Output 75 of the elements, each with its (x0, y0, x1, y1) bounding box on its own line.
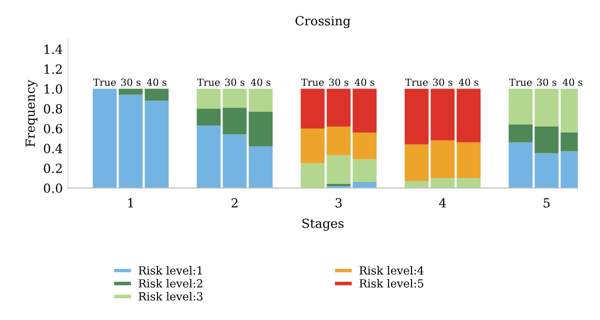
bar (196, 88, 221, 109)
y-axis-title: Frequency (26, 80, 38, 147)
bar (222, 134, 247, 188)
legend-label: Risk level:2 (138, 278, 202, 288)
x-tick-label: 30 s (433, 78, 452, 86)
text: 2 (232, 198, 238, 208)
bar (92, 88, 117, 188)
bar (352, 88, 377, 132)
chart-title: Crossing (296, 16, 350, 28)
x-tick-label: 40 s (146, 78, 166, 86)
bar (430, 140, 455, 178)
bar (222, 108, 247, 134)
legend-label: Risk level:1 (138, 266, 202, 275)
bar (534, 126, 559, 154)
bar (430, 178, 455, 188)
text: 5 (544, 198, 550, 208)
bar (456, 142, 481, 178)
bar (456, 88, 481, 142)
y-tick-label: 1.0 (44, 84, 62, 94)
y-tick-label: 0.8 (44, 104, 62, 114)
bar (118, 88, 143, 95)
bar (534, 153, 559, 188)
bar (404, 181, 429, 188)
bar (196, 108, 221, 126)
legend-label: Risk level:5 (360, 278, 424, 288)
x-tick-label: True (93, 78, 116, 86)
y-tick-label: 0.0 (44, 183, 62, 193)
text: 1 (128, 198, 133, 208)
x-tick-label: True (405, 78, 428, 86)
x-axis-title: Stages (302, 218, 344, 231)
legend-label: Risk level:3 (138, 292, 203, 301)
y-tick-label: 0.2 (44, 164, 62, 174)
bar (300, 163, 325, 188)
bar (300, 88, 325, 128)
y-tick-label: 1.2 (44, 64, 62, 74)
bar (326, 88, 351, 126)
bar (508, 142, 533, 188)
bar (404, 144, 429, 182)
bar (118, 94, 143, 188)
bar (144, 100, 169, 188)
bar (430, 88, 455, 140)
bar (404, 88, 429, 144)
bar (508, 124, 533, 142)
bar (352, 182, 377, 188)
bar (326, 126, 351, 156)
bar (196, 126, 221, 188)
x-tick-label: True (197, 78, 220, 86)
x-tick-label: 40 s (250, 78, 270, 86)
x-tick-label: 30 s (121, 78, 140, 86)
x-tick-label: True (509, 78, 532, 86)
x-tick-label: 40 s (562, 78, 582, 86)
bar (456, 178, 481, 188)
bar (326, 155, 351, 184)
bar (248, 146, 273, 188)
bar (300, 128, 325, 164)
x-tick-label: 30 s (329, 78, 348, 86)
bar (144, 88, 169, 101)
y-tick-label: 0.6 (44, 124, 62, 134)
x-tick-label: 40 s (354, 78, 374, 86)
y-tick-label: 0.4 (44, 144, 62, 154)
x-tick-label: True (301, 78, 324, 86)
bar (248, 112, 273, 146)
bar (534, 88, 559, 126)
legend-label: Risk level:4 (360, 266, 424, 275)
bar (248, 88, 273, 112)
bar (352, 132, 377, 160)
text: 4 (439, 198, 446, 208)
bar (508, 88, 533, 125)
x-tick-label: 30 s (537, 78, 556, 86)
y-tick-label: 1.4 (44, 44, 62, 54)
x-tick-label: 30 s (225, 78, 244, 86)
bar (352, 159, 377, 182)
x-tick-label: 40 s (458, 78, 478, 86)
text: 3 (336, 198, 342, 208)
bar (222, 88, 247, 108)
